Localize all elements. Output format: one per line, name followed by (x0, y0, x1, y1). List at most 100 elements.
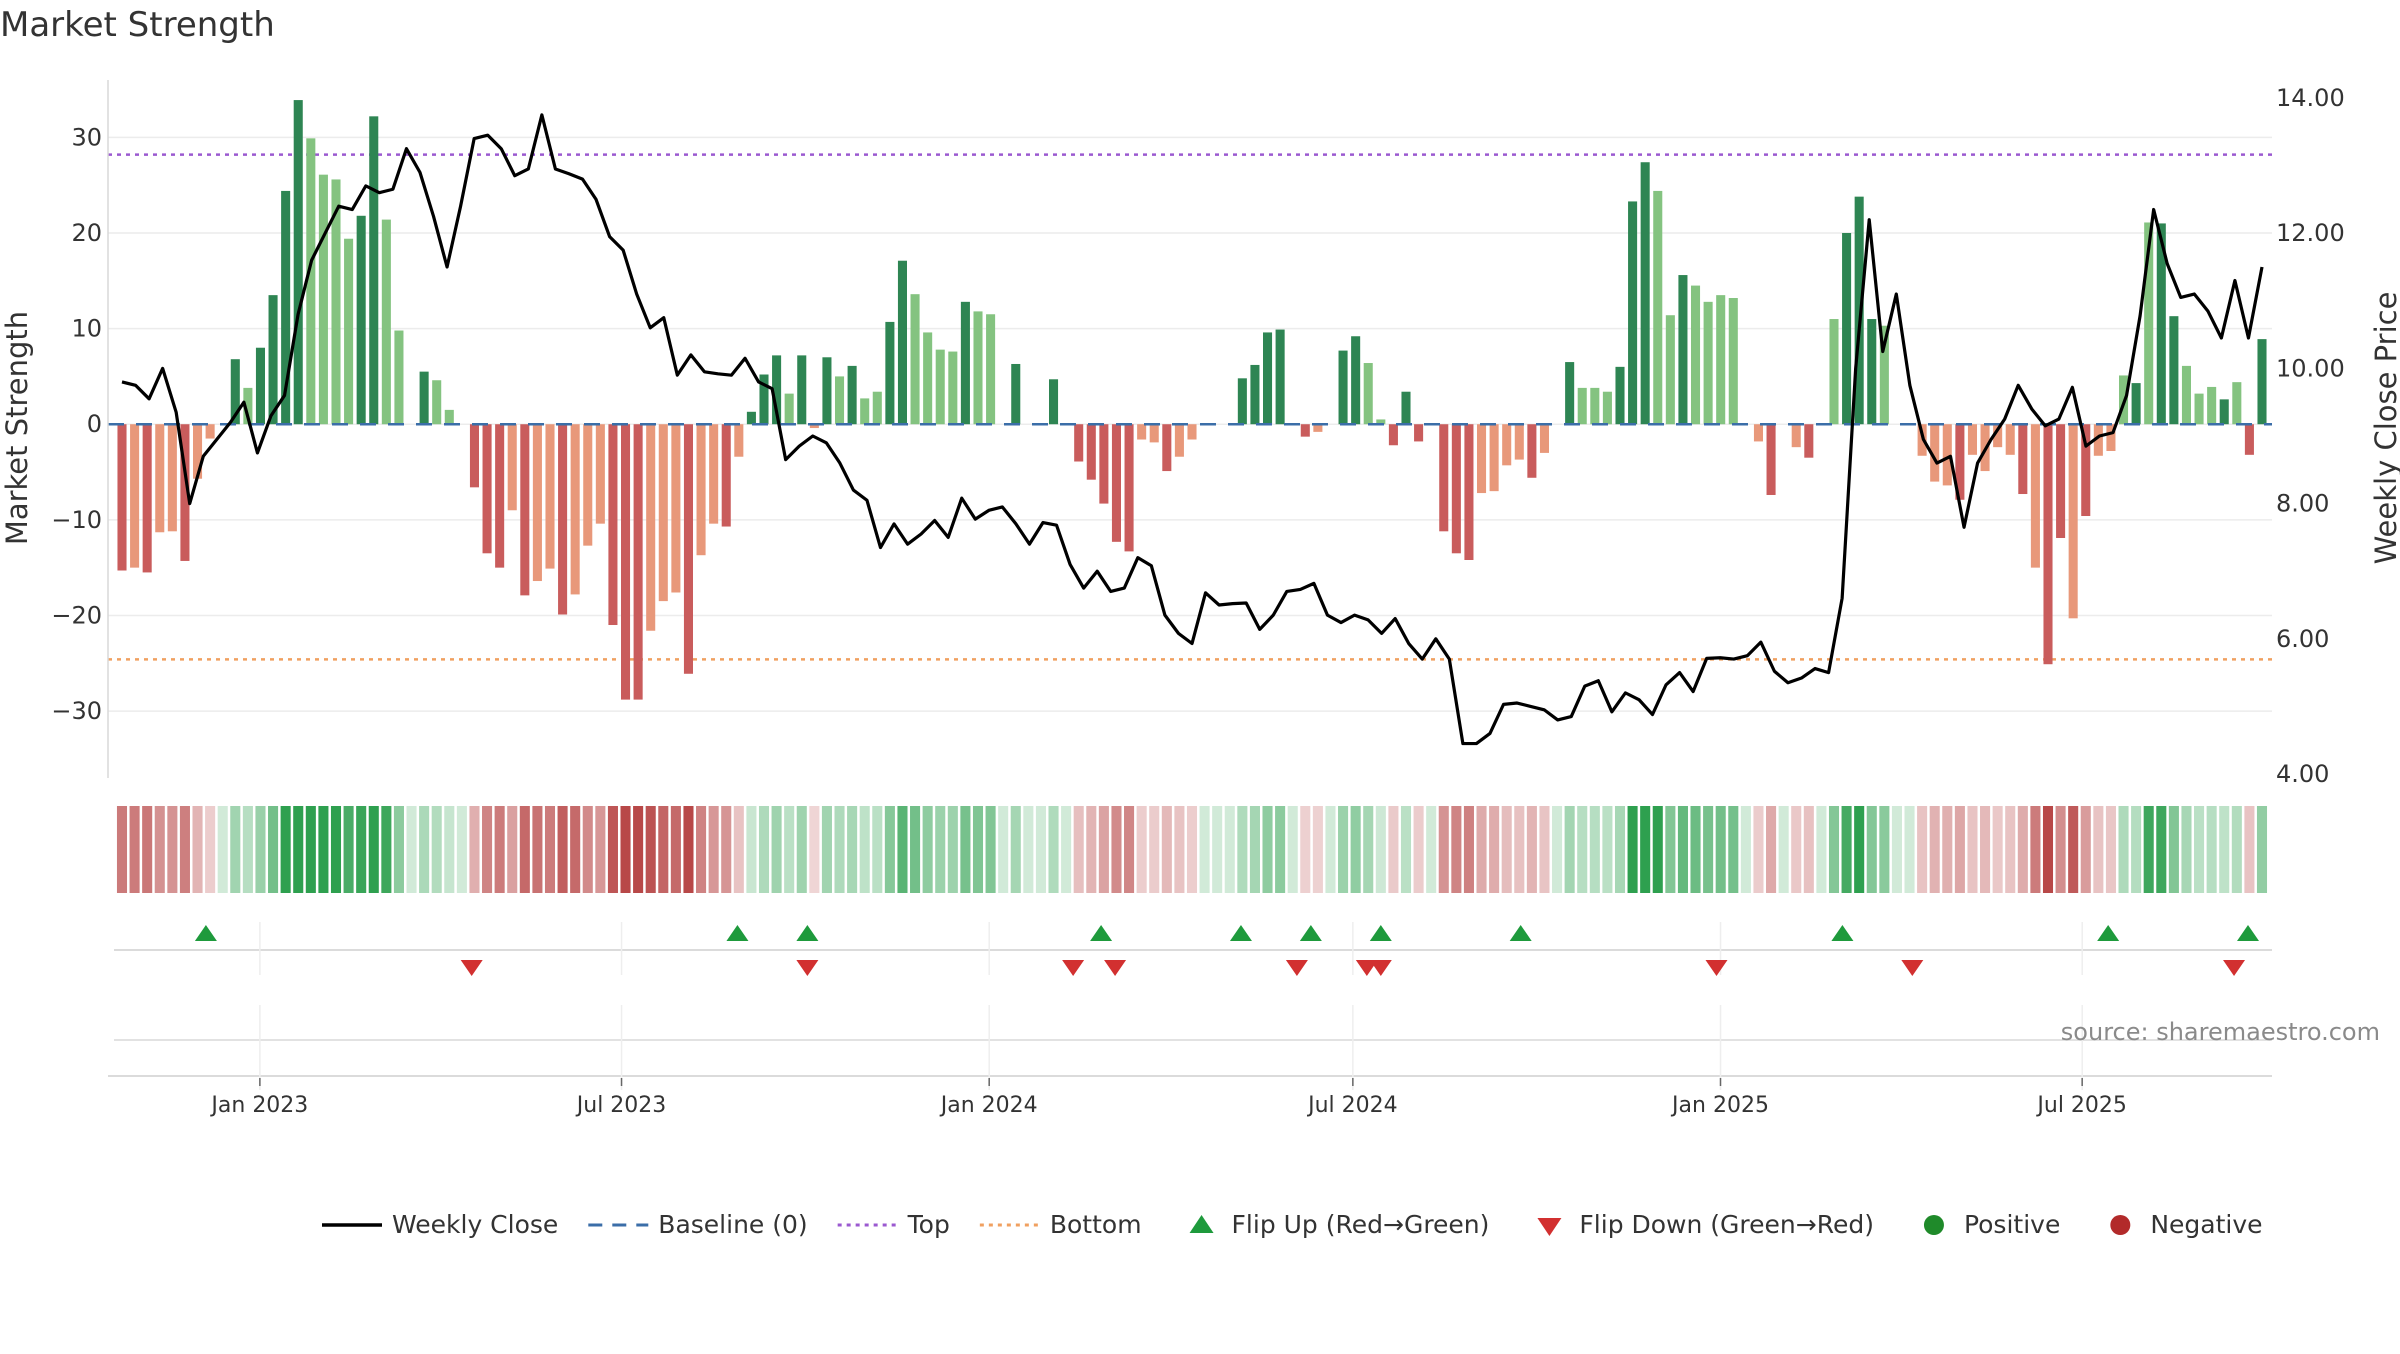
strength-bar (897, 260, 907, 425)
strength-bar (1086, 424, 1096, 480)
heat-cell (922, 806, 933, 893)
heat-cell (1375, 806, 1386, 893)
x-tick-label: Jul 2024 (1306, 1093, 1398, 1118)
strength-bar (746, 411, 756, 425)
heat-cell (1514, 806, 1525, 893)
heat-cell (431, 806, 442, 893)
flip-up-marker (194, 925, 217, 941)
legend-label: Negative (2150, 1210, 2262, 1239)
y-tick-label-right: 6.00 (2276, 625, 2329, 653)
strength-bar (2181, 365, 2191, 425)
strength-bar (130, 424, 140, 568)
heat-cell (1338, 806, 1349, 893)
heat-cell (1426, 806, 1437, 893)
heat-cell (2256, 806, 2268, 893)
heat-cell (1715, 806, 1726, 893)
strength-bar (2169, 316, 2179, 425)
heat-cell (1816, 806, 1827, 893)
source-credit: source: sharemaestro.com (2061, 1018, 2380, 1046)
heat-cell (1879, 806, 1890, 893)
heat-cell (1866, 806, 1877, 893)
heat-cell (771, 806, 782, 893)
heat-cell (1766, 806, 1777, 893)
strength-bar (344, 238, 354, 425)
heat-cell (1174, 806, 1185, 893)
strength-bar (960, 301, 970, 425)
heat-cell (154, 806, 165, 893)
heat-cell (2118, 806, 2129, 893)
heat-cell (1564, 806, 1575, 893)
y-tick-label-left: −30 (51, 697, 102, 725)
strength-bar (986, 314, 996, 425)
strength-bar (608, 424, 618, 626)
legend-swatch-circle (2110, 1215, 2131, 1235)
heat-cell (1803, 806, 1814, 893)
heat-cell (796, 806, 807, 893)
heat-cell (960, 806, 971, 893)
heat-cell (1677, 806, 1688, 893)
price-line-layer (121, 113, 2264, 746)
legend-item: Bottom (979, 1210, 1142, 1239)
strength-bar (1011, 363, 1021, 425)
heat-cell (1854, 806, 1865, 893)
strength-bar (1942, 424, 1952, 486)
heat-cell (2168, 806, 2179, 893)
legend-label: Baseline (0) (658, 1210, 807, 1239)
legend-item: Flip Down (Green→Red) (1537, 1210, 1874, 1239)
heat-cell (570, 806, 581, 893)
heat-cell (1023, 806, 1034, 893)
heat-cell (1350, 806, 1361, 893)
strength-bar (1829, 319, 1839, 425)
legend-swatch-triangle-up (1189, 1215, 1214, 1233)
heat-cell (1740, 806, 1751, 893)
strength-bar (1124, 424, 1134, 552)
heat-cell (1640, 806, 1651, 893)
strength-bar (1577, 387, 1587, 425)
heat-cell (1841, 806, 1852, 893)
heat-cell (935, 806, 946, 893)
strength-bar (1930, 424, 1940, 482)
heat-cell (1111, 806, 1122, 893)
heat-cell (2219, 806, 2230, 893)
heat-cell (683, 806, 694, 893)
heat-cell (1690, 806, 1701, 893)
y-tick-label-right: 12.00 (2276, 219, 2345, 247)
y-tick-label-right: 10.00 (2276, 354, 2345, 382)
flip-up-marker (1299, 925, 1322, 941)
flip-up-marker (1369, 925, 1392, 941)
strength-bar (809, 424, 819, 429)
legend-swatch-triangle-down (1537, 1218, 1562, 1236)
strength-bar (180, 424, 190, 561)
strength-bar (1565, 362, 1575, 425)
heat-cell (280, 806, 291, 893)
strength-bar (205, 424, 215, 439)
heat-cell (482, 806, 493, 893)
heat-cell (1262, 806, 1273, 893)
flip-up-marker (796, 925, 819, 941)
heat-cell (2194, 806, 2205, 893)
strength-bar (495, 424, 505, 568)
strength-bar (1842, 232, 1852, 425)
flip-down-marker (1355, 960, 1378, 976)
heat-cell (1275, 806, 1286, 893)
heat-cell (1992, 806, 2003, 893)
legend-label: Positive (1964, 1210, 2060, 1239)
heat-cell (419, 806, 430, 893)
strength-bar (1640, 162, 1650, 425)
legend-item: Positive (1923, 1210, 2060, 1239)
strength-bar (2093, 424, 2103, 456)
strength-bar (1489, 424, 1499, 492)
y-tick-label-right: 8.00 (2276, 490, 2329, 518)
strength-bar (1275, 329, 1285, 425)
heat-cell (1400, 806, 1412, 893)
heat-cell (1904, 806, 1915, 893)
heat-cell (507, 806, 518, 893)
heat-cell (1325, 806, 1336, 893)
strength-bar (797, 355, 807, 425)
strength-bar (1514, 424, 1524, 460)
strength-bar (2131, 383, 2141, 425)
heat-cell (2030, 806, 2041, 893)
heat-cell (733, 806, 744, 893)
chart-title: Market Strength (0, 5, 275, 45)
heat-cell (1980, 806, 1991, 893)
